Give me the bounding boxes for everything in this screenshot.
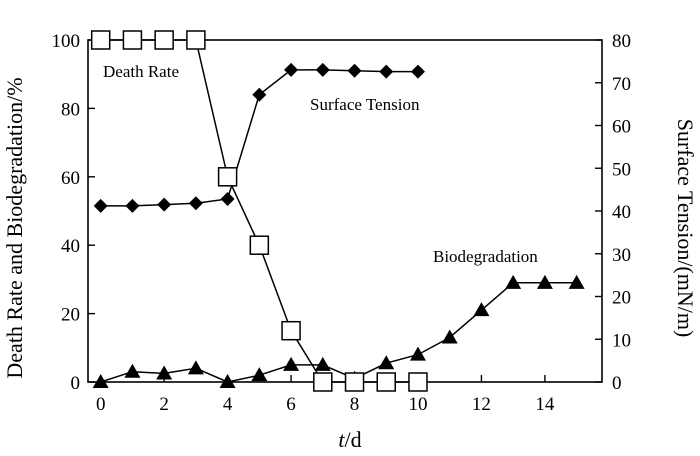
y-right-tick-label: 10 [612, 330, 631, 351]
point-surface-tension [157, 197, 172, 212]
series-line-biodegradation [100, 282, 577, 383]
point-death-rate [217, 167, 238, 187]
point-biodegradation [505, 274, 522, 289]
point-surface-tension [125, 198, 140, 213]
point-death-rate [186, 30, 206, 50]
y-right-tick-label: 20 [612, 288, 631, 309]
y-left-tick-label: 80 [61, 99, 80, 120]
point-biodegradation [536, 274, 553, 289]
point-surface-tension [410, 64, 425, 79]
x-tick-label: 10 [408, 394, 427, 415]
point-surface-tension [252, 87, 267, 102]
point-death-rate [122, 30, 143, 50]
point-surface-tension [379, 64, 394, 79]
point-surface-tension [93, 198, 108, 213]
point-biodegradation [568, 274, 585, 289]
y-right-tick-label: 60 [612, 117, 631, 138]
annotation-surface-tension: Surface Tension [310, 95, 420, 114]
x-tick-label: 6 [286, 394, 296, 415]
x-tick-label: 2 [159, 394, 169, 415]
point-death-rate [344, 372, 365, 392]
y-left-tick-label: 20 [61, 305, 80, 326]
y-left-tick-label: 60 [61, 168, 80, 189]
point-death-rate [281, 320, 301, 341]
y-left-tick-label: 40 [61, 236, 80, 257]
x-axis-title: t/d [338, 427, 361, 452]
y-axis-left-title: Death Rate and Biodegradation/% [2, 77, 27, 378]
point-death-rate [154, 30, 174, 50]
point-biodegradation [92, 374, 109, 388]
point-biodegradation [314, 356, 331, 371]
point-death-rate [376, 372, 396, 392]
y-right-tick-label: 50 [612, 159, 631, 180]
x-tick-label: 4 [223, 394, 233, 415]
annotation-biodegradation: Biodegradation [433, 247, 538, 266]
point-biodegradation [156, 365, 173, 380]
point-biodegradation [473, 302, 490, 317]
y-left-tick-label: 100 [52, 31, 81, 52]
y-right-tick-label: 70 [612, 74, 631, 95]
point-surface-tension [347, 63, 362, 78]
x-tick-label: 0 [96, 394, 106, 415]
point-biodegradation [219, 374, 236, 388]
plot-frame [87, 39, 603, 383]
y-right-tick-label: 0 [612, 373, 622, 394]
axes: 0 2 4 6 8 10 12 14 0 20 40 60 80 100 0 10 20 30 40 50 60 70 80 [52, 31, 632, 415]
point-surface-tension [284, 62, 299, 77]
point-biodegradation [187, 360, 204, 375]
y-axis-right-title: Surface Tension/(mN/m) [673, 119, 698, 338]
y-right-tick-label: 40 [612, 202, 631, 223]
point-biodegradation [124, 363, 141, 378]
point-biodegradation [283, 356, 300, 371]
annotation-death-rate: Death Rate [103, 62, 179, 81]
x-tick-label: 12 [472, 394, 491, 415]
point-biodegradation [251, 367, 268, 382]
point-death-rate [249, 235, 270, 255]
point-biodegradation [409, 346, 426, 361]
series-layer [90, 30, 585, 392]
x-axis-title-unit: /d [345, 427, 362, 452]
x-axis-title-variable: t [338, 427, 345, 452]
point-surface-tension [315, 62, 330, 77]
x-tick-label: 14 [535, 394, 555, 415]
point-death-rate [313, 372, 333, 392]
y-right-tick-label: 30 [612, 245, 631, 266]
point-death-rate [90, 30, 111, 50]
text-layer: Death Rate and Biodegradation/% Surface … [2, 62, 698, 452]
y-right-tick-label: 80 [612, 31, 631, 52]
point-biodegradation [441, 329, 458, 344]
point-biodegradation [378, 355, 395, 370]
y-left-tick-label: 0 [71, 373, 81, 394]
point-surface-tension [220, 192, 235, 207]
x-tick-label: 8 [350, 394, 360, 415]
point-surface-tension [188, 196, 203, 211]
point-death-rate [408, 372, 428, 392]
